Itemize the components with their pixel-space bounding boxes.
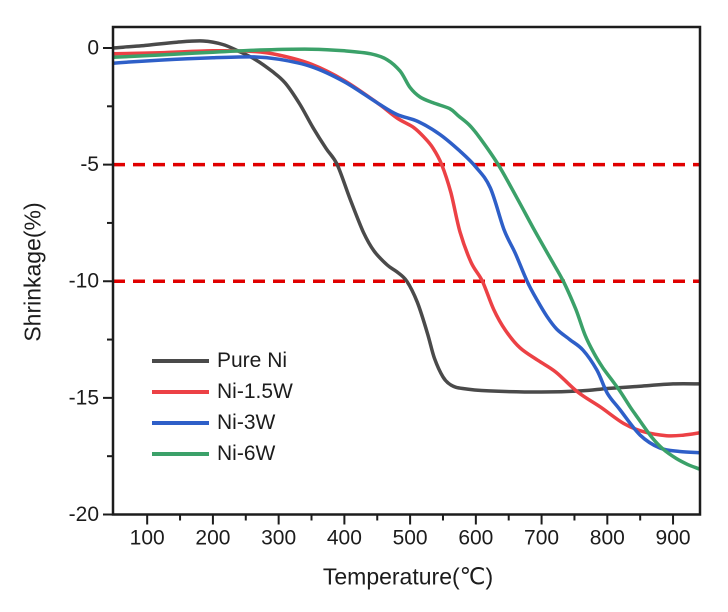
series-lines — [113, 39, 700, 471]
legend-item-ni-1-5w: Ni-1.5W — [152, 376, 293, 407]
series-line-ni-3w — [113, 55, 700, 455]
y-tick-label: -10 — [69, 270, 99, 293]
legend-item-pure-ni: Pure Ni — [152, 345, 293, 376]
legend-item-ni-6w: Ni-6W — [152, 438, 293, 469]
y-tick-label: -20 — [69, 503, 99, 526]
legend-swatch-ni-3w — [152, 420, 209, 425]
legend-label: Ni-3W — [217, 411, 276, 434]
series-line-ni-1-5w — [113, 48, 700, 438]
legend-label: Ni-6W — [217, 442, 276, 465]
legend-label: Pure Ni — [217, 349, 288, 372]
y-tick-label: 0 — [87, 36, 99, 59]
legend-swatch-pure-ni — [152, 358, 209, 363]
x-tick-label: 300 — [261, 527, 296, 550]
x-tick-label: 700 — [524, 527, 559, 550]
series-line-pure-ni — [113, 39, 700, 394]
legend: Pure Ni Ni-1.5W Ni-3W Ni-6W — [152, 345, 293, 469]
x-tick-label: 100 — [130, 527, 165, 550]
legend-swatch-ni-6w — [152, 451, 209, 456]
x-tick-label: 900 — [656, 527, 691, 550]
series-line-ni-6w — [113, 47, 700, 471]
legend-swatch-ni-1-5w — [152, 389, 209, 394]
x-tick-label: 600 — [458, 527, 493, 550]
plot-border — [111, 25, 702, 516]
y-axis-title: Shrinkage(%) — [19, 202, 46, 342]
axis-ticks — [103, 46, 675, 525]
x-tick-label: 200 — [195, 527, 230, 550]
legend-label: Ni-1.5W — [217, 380, 293, 403]
y-axis-tick-labels: 0 -5 -10 -15 -20 — [69, 36, 99, 526]
x-axis-title: Temperature(℃) — [322, 563, 494, 590]
legend-item-ni-3w: Ni-3W — [152, 407, 293, 438]
x-tick-label: 400 — [327, 527, 362, 550]
y-tick-label: -15 — [69, 386, 99, 409]
x-tick-label: 800 — [590, 527, 625, 550]
y-tick-label: -5 — [80, 153, 99, 176]
x-axis-tick-labels: 100 200 300 400 500 600 700 800 900 — [130, 527, 691, 550]
x-tick-label: 500 — [393, 527, 428, 550]
